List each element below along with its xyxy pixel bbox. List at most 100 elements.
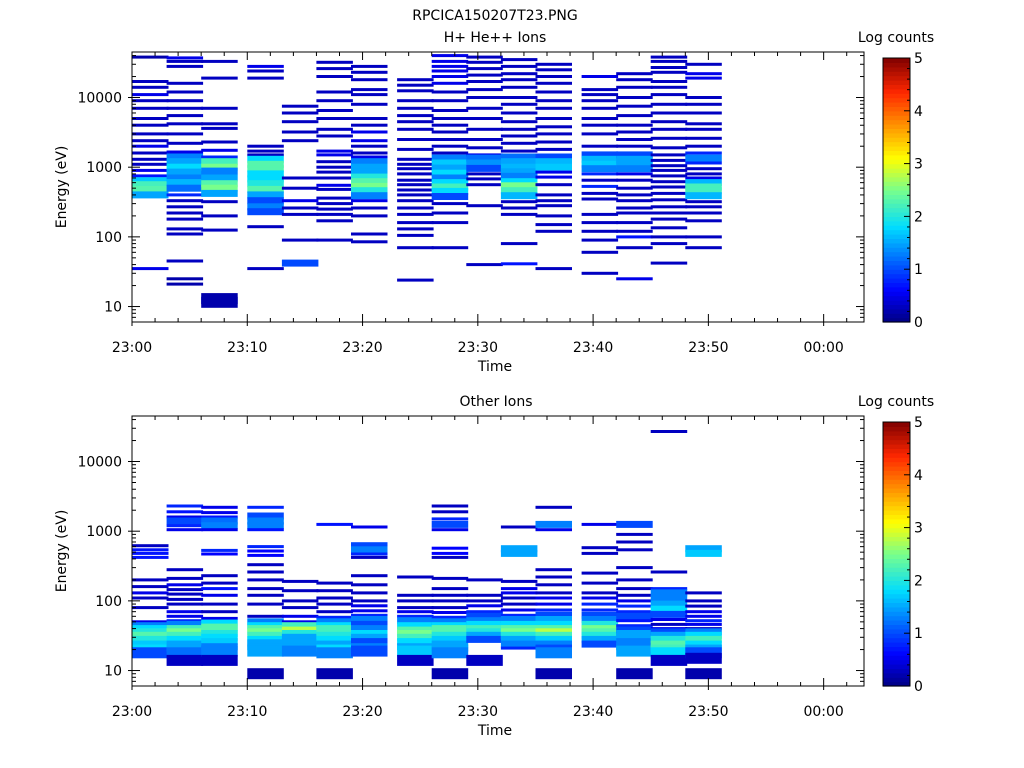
spectrogram-cell — [351, 232, 388, 236]
spectrogram-cell — [500, 149, 538, 153]
spectrogram-cell — [535, 62, 572, 66]
colorbar-1-label: Log counts — [858, 30, 934, 46]
spectrogram-cell — [650, 59, 688, 63]
spectrogram-cell — [581, 608, 619, 612]
spectrogram-cell — [166, 517, 204, 525]
colorbar-swatch — [883, 628, 910, 634]
spectrogram-cell — [500, 635, 538, 643]
spectrogram-cell — [500, 608, 538, 612]
spectrogram-cell — [247, 668, 284, 680]
colorbar-swatch — [883, 190, 910, 195]
spectrogram-cell — [351, 168, 388, 176]
spectrogram-cell — [397, 114, 434, 118]
spectrogram-cell — [616, 566, 653, 570]
spectrogram-cell — [650, 85, 688, 89]
spectrogram-cell — [650, 654, 688, 666]
colorbar-swatch — [883, 154, 910, 160]
colorbar-tick-label: 0 — [914, 315, 923, 331]
spectrogram-cell — [431, 246, 469, 250]
colorbar-swatch — [883, 278, 910, 283]
spectrogram-cell — [397, 610, 434, 614]
spectrogram-cell — [201, 126, 238, 130]
spectrogram-cell — [281, 614, 319, 618]
colorbar-swatch — [883, 150, 910, 156]
spectrogram-cell — [351, 574, 388, 578]
spectrogram-cell — [166, 610, 204, 614]
colorbar-swatch — [883, 492, 910, 498]
spectrogram-cell — [201, 581, 238, 585]
spectrogram-cell — [466, 604, 503, 608]
y-tick-label: 10 — [104, 300, 122, 316]
spectrogram-cell — [616, 638, 653, 646]
panel-2-frame — [131, 415, 865, 687]
spectrogram-cell — [201, 296, 238, 308]
colorbar-swatch — [883, 571, 910, 577]
spectrogram-cell — [132, 585, 169, 589]
colorbar-swatch — [883, 58, 910, 63]
spectrogram-cell — [351, 599, 388, 603]
spectrogram-cell — [581, 212, 619, 216]
spectrogram-cell — [132, 85, 169, 89]
spectrogram-cell — [466, 204, 503, 208]
colorbar-swatch — [883, 461, 910, 467]
spectrogram-cell — [316, 183, 353, 187]
spectrogram-cell — [616, 206, 653, 210]
spectrogram-cell — [616, 165, 653, 173]
spectrogram-cell — [316, 610, 353, 614]
spectrogram-cell — [581, 93, 619, 97]
spectrogram-cell — [281, 130, 319, 134]
colorbar-swatch — [883, 317, 910, 323]
spectrogram-cell — [500, 545, 538, 553]
spectrogram-cell — [351, 144, 388, 148]
spectrogram-cell — [581, 620, 619, 628]
spectrogram-cell — [351, 583, 388, 587]
spectrogram-cell — [281, 579, 319, 583]
spectrogram-cell — [247, 522, 284, 530]
colorbar-swatch — [883, 435, 910, 441]
panel-1-xlabel: Time — [477, 359, 512, 375]
spectrogram-cell — [500, 127, 538, 131]
spectrogram-cell — [616, 96, 653, 99]
spectrogram-cell — [166, 158, 204, 166]
spectrogram-cell — [581, 221, 619, 225]
spectrogram-cell — [500, 646, 538, 650]
spectrogram-cell — [351, 163, 388, 171]
spectrogram-cell — [650, 80, 688, 83]
spectrogram-cell — [247, 149, 284, 153]
spectrogram-cell — [351, 542, 388, 550]
spectrogram-cell — [132, 596, 169, 600]
spectrogram-cell — [351, 555, 388, 559]
spectrogram-cell — [685, 205, 722, 209]
spectrogram-cell — [581, 117, 619, 120]
colorbar-swatch — [883, 132, 910, 138]
spectrogram-cell — [201, 214, 238, 218]
spectrogram-cell — [316, 60, 353, 64]
colorbar-swatch — [883, 159, 910, 165]
colorbar-swatch — [883, 580, 910, 586]
spectrogram-cell — [281, 212, 319, 216]
spectrogram-cell — [166, 227, 204, 231]
panel-2-axes: 23:00 23:10 23:20 23:30 23:40 23:50 00:00 10 100… — [77, 416, 864, 720]
spectrogram-cell — [201, 59, 238, 63]
spectrogram-cell — [351, 88, 388, 92]
spectrogram-cell — [316, 647, 353, 659]
spectrogram-cell — [431, 551, 469, 555]
spectrogram-cell — [166, 282, 204, 286]
spectrogram-cell — [166, 184, 204, 192]
spectrogram-cell — [581, 229, 619, 233]
spectrogram-cell — [132, 80, 169, 83]
spectrogram-cell — [500, 163, 538, 171]
colorbar-swatch — [883, 242, 910, 248]
spectrogram-cell — [500, 525, 538, 529]
colorbar-swatch — [883, 264, 910, 270]
spectrogram-cell — [166, 59, 204, 63]
colorbar-swatch — [883, 430, 910, 436]
x-tick-label: 23:10 — [227, 340, 267, 356]
spectrogram-cell — [581, 640, 619, 648]
spectrogram-cell — [281, 622, 319, 630]
spectrogram-cell — [351, 638, 388, 646]
spectrogram-cell — [535, 199, 572, 203]
spectrogram-cell — [397, 638, 434, 646]
spectrogram-cell — [685, 610, 722, 614]
spectrogram-cell — [201, 505, 238, 509]
